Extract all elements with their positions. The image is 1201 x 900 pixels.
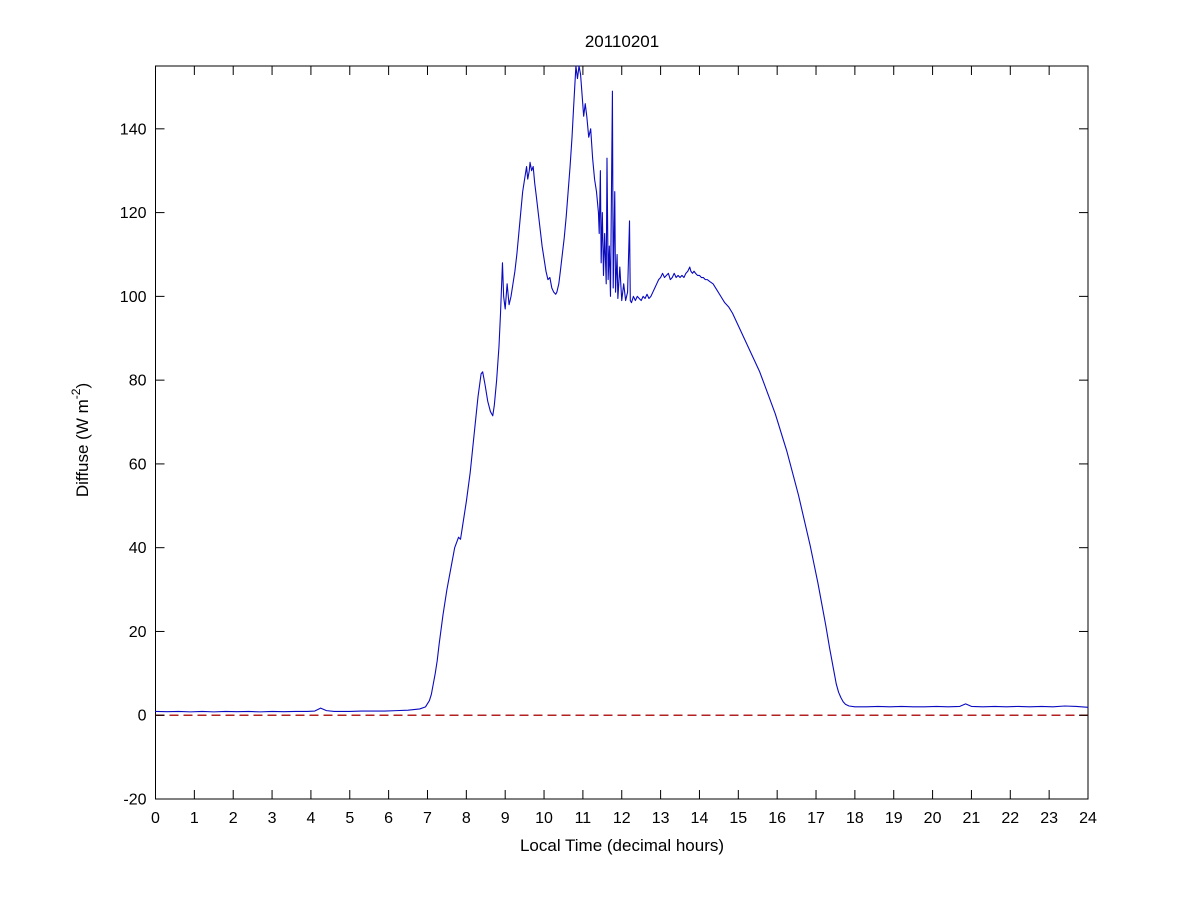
x-tick-label: 6: [384, 810, 393, 827]
y-tick-label: 120: [120, 205, 147, 222]
y-axis-label-superscript: -2: [69, 388, 83, 399]
x-tick-label: 24: [1079, 810, 1097, 827]
y-axis-label-main: Diffuse (W m: [73, 399, 92, 497]
y-tick-label: 20: [129, 624, 147, 641]
y-axis-label-close: ): [73, 383, 92, 389]
x-tick-label: 15: [729, 810, 747, 827]
x-tick-label: 17: [807, 810, 825, 827]
x-tick-label: 8: [462, 810, 471, 827]
x-tick-label: 3: [268, 810, 277, 827]
x-tick-label: 23: [1040, 810, 1058, 827]
x-tick-label: 9: [501, 810, 510, 827]
x-axis-ticks: 0 1 2 3 4 5 6 7 8 9 10 11 12 13 14 15 16 17 18 19 20 21 22 23 24: [151, 66, 1097, 827]
y-tick-label: -20: [123, 792, 146, 809]
x-tick-label: 14: [691, 810, 709, 827]
x-tick-label: 1: [190, 810, 199, 827]
x-tick-label: 21: [963, 810, 981, 827]
chart-title: 20110201: [585, 32, 659, 51]
x-tick-label: 7: [423, 810, 432, 827]
x-tick-label: 11: [575, 810, 592, 827]
x-tick-label: 18: [846, 810, 864, 827]
y-tick-label: 40: [129, 540, 147, 557]
x-tick-label: 13: [652, 810, 670, 827]
y-tick-label: 80: [129, 373, 147, 390]
x-tick-label: 10: [535, 810, 553, 827]
x-tick-label: 0: [151, 810, 160, 827]
x-tick-label: 22: [1001, 810, 1019, 827]
y-tick-label: 0: [138, 708, 147, 725]
y-tick-label: 60: [129, 456, 147, 473]
y-tick-label: 140: [120, 121, 147, 138]
x-tick-label: 2: [229, 810, 238, 827]
x-tick-label: 12: [613, 810, 631, 827]
y-axis-label: Diffuse (W m-2): [69, 383, 92, 497]
x-tick-label: 4: [306, 810, 315, 827]
x-tick-label: 20: [924, 810, 942, 827]
x-tick-label: 16: [768, 810, 786, 827]
diffuse-series-line: [154, 65, 1089, 713]
y-tick-label: 100: [120, 289, 147, 306]
y-axis-ticks: -20 0 20 40 60 80 100 120 140: [120, 121, 1088, 809]
plot-area: [155, 65, 1089, 800]
x-tick-label: 5: [345, 810, 354, 827]
series-group: [154, 65, 1089, 713]
x-axis-label: Local Time (decimal hours): [520, 836, 724, 855]
x-tick-label: 19: [885, 810, 903, 827]
